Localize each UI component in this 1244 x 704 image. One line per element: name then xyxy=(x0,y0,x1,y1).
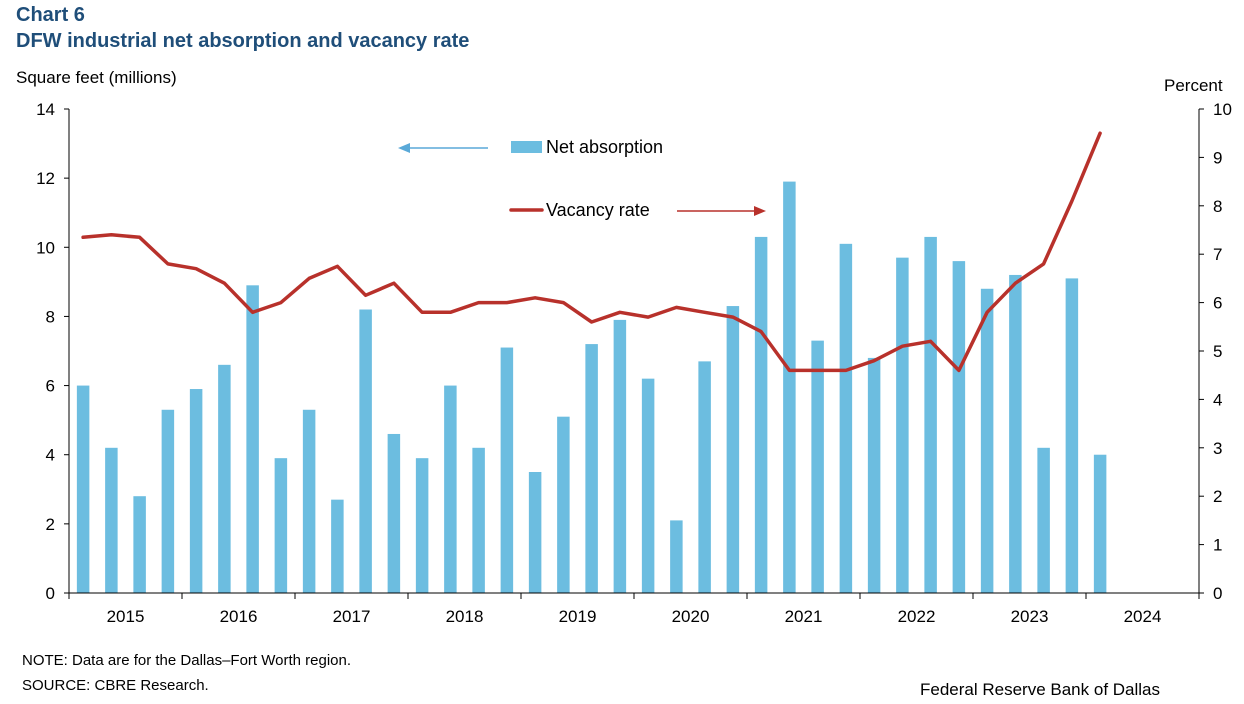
bar-net-absorption xyxy=(387,433,401,593)
right-tick-label: 1 xyxy=(1213,536,1222,555)
bar-net-absorption xyxy=(189,389,203,593)
bar-net-absorption xyxy=(1065,278,1079,593)
left-tick-label: 14 xyxy=(36,100,55,119)
bar-net-absorption xyxy=(641,378,655,593)
bar-net-absorption xyxy=(218,364,231,593)
bar-net-absorption xyxy=(896,257,909,593)
bar-net-absorption xyxy=(302,409,316,593)
bar-net-absorption xyxy=(133,496,146,593)
left-tick-label: 0 xyxy=(46,584,55,603)
right-tick-label: 9 xyxy=(1213,148,1222,167)
left-tick-label: 8 xyxy=(46,307,55,326)
left-axis-unit-label: Square feet (millions) xyxy=(16,68,177,87)
right-tick-label: 2 xyxy=(1213,487,1222,506)
x-tick-label: 2018 xyxy=(446,607,484,626)
legend-label-net-absorption: Net absorption xyxy=(546,137,663,157)
x-tick-label: 2019 xyxy=(559,607,597,626)
x-tick-label: 2020 xyxy=(672,607,710,626)
x-tick-label: 2022 xyxy=(898,607,936,626)
bar-net-absorption xyxy=(359,309,372,593)
bar-net-absorption xyxy=(76,385,90,593)
bar-net-absorption xyxy=(161,409,175,593)
bar-net-absorption xyxy=(754,236,768,593)
bar-net-absorption xyxy=(811,340,824,593)
right-tick-label: 3 xyxy=(1213,439,1222,458)
bar-net-absorption xyxy=(839,243,853,594)
legend-arrow-left-head xyxy=(398,143,410,153)
left-tick-label: 2 xyxy=(46,515,55,534)
right-tick-label: 0 xyxy=(1213,584,1222,603)
bar-net-absorption xyxy=(980,288,994,593)
left-tick-label: 6 xyxy=(46,377,55,396)
legend-swatch-net-absorption xyxy=(511,141,542,153)
right-tick-label: 6 xyxy=(1213,294,1222,313)
bar-net-absorption xyxy=(924,236,937,593)
x-tick-label: 2024 xyxy=(1124,607,1162,626)
right-axis-unit-label: Percent xyxy=(1164,76,1223,95)
line-vacancy-rate xyxy=(81,131,1102,373)
chart-title: DFW industrial net absorption and vacanc… xyxy=(16,30,470,52)
bar-net-absorption xyxy=(952,261,966,593)
right-tick-label: 8 xyxy=(1213,197,1222,216)
right-tick-label: 10 xyxy=(1213,100,1232,119)
bar-net-absorption xyxy=(1037,447,1050,593)
legend-arrow-right-head xyxy=(754,206,766,216)
left-tick-label: 4 xyxy=(46,446,55,465)
bar-net-absorption xyxy=(783,181,796,593)
bar-net-absorption xyxy=(500,347,514,593)
right-tick-label: 5 xyxy=(1213,342,1222,361)
bar-net-absorption xyxy=(274,458,288,593)
bar-net-absorption xyxy=(726,306,740,593)
chart-kicker: Chart 6 xyxy=(16,4,85,26)
x-tick-label: 2023 xyxy=(1011,607,1049,626)
right-tick-label: 4 xyxy=(1213,390,1222,409)
x-tick-label: 2016 xyxy=(220,607,258,626)
x-tick-label: 2021 xyxy=(785,607,823,626)
bar-net-absorption xyxy=(444,385,457,593)
bar-net-absorption xyxy=(867,357,881,593)
left-tick-label: 12 xyxy=(36,169,55,188)
x-tick-label: 2017 xyxy=(333,607,371,626)
footnote: NOTE: Data are for the Dallas–Fort Worth… xyxy=(22,652,352,669)
bar-net-absorption xyxy=(105,447,118,593)
right-tick-label: 7 xyxy=(1213,245,1222,264)
bar-net-absorption xyxy=(1093,454,1107,593)
publisher-credit: Federal Reserve Bank of Dallas xyxy=(920,680,1161,699)
bar-net-absorption xyxy=(472,447,485,593)
bar-net-absorption xyxy=(528,472,542,593)
source-note: SOURCE: CBRE Research. xyxy=(22,677,209,694)
bar-net-absorption xyxy=(698,361,711,593)
left-tick-label: 10 xyxy=(36,238,55,257)
bar-net-absorption xyxy=(585,344,598,593)
x-tick-label: 2015 xyxy=(107,607,145,626)
bar-net-absorption xyxy=(557,416,570,593)
bar-net-absorption xyxy=(670,520,683,593)
bar-net-absorption xyxy=(613,319,627,593)
bar-net-absorption xyxy=(246,285,259,593)
bar-net-absorption xyxy=(415,458,429,593)
bar-net-absorption xyxy=(1009,274,1022,593)
legend-label-vacancy-rate: Vacancy rate xyxy=(546,200,650,220)
bar-net-absorption xyxy=(331,499,344,593)
